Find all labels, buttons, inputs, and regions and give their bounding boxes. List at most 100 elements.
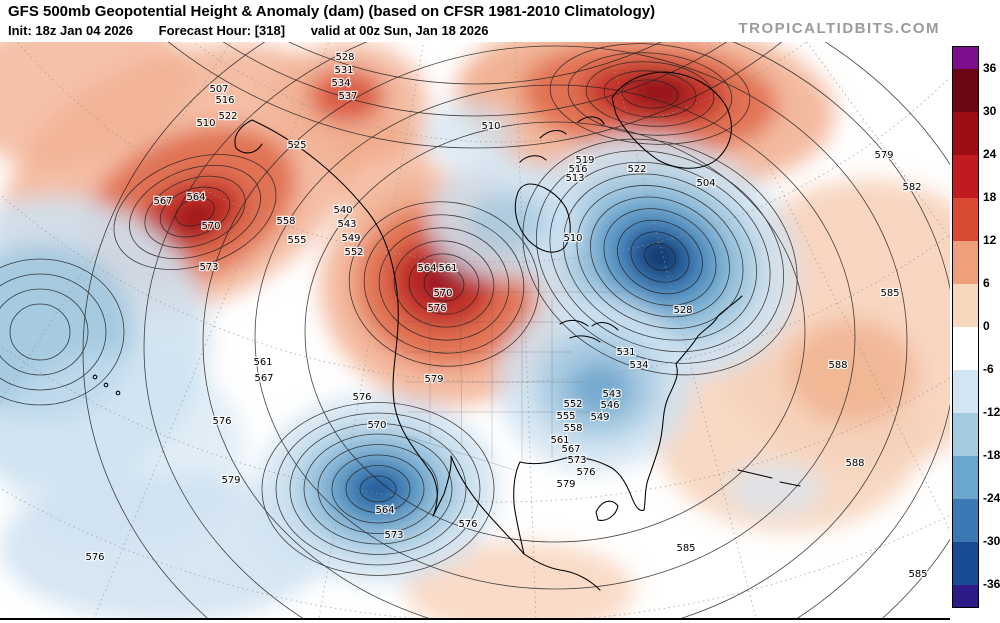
forecast-hour-label: Forecast Hour: [318] xyxy=(158,23,286,38)
contour-label: 573 xyxy=(567,455,586,466)
colorbar-segment xyxy=(953,585,978,607)
colorbar-segment xyxy=(953,499,978,542)
forecast-map: 507 516 522 510 525 528 531 534 537 567 564 570 573 5… xyxy=(0,42,950,620)
colorbar-tick: -24 xyxy=(983,491,1000,505)
contour-label: 561 xyxy=(438,263,457,274)
contour-label: 528 xyxy=(335,52,354,63)
contour-label: 570 xyxy=(433,288,452,299)
colorbar-tick: 12 xyxy=(983,233,997,247)
contour-label: 564 xyxy=(375,505,394,516)
colorbar-segment xyxy=(953,198,978,241)
contour-label: 531 xyxy=(616,347,635,358)
contour-label: 576 xyxy=(85,552,104,563)
colorbar-tick: 24 xyxy=(983,147,997,161)
colorbar-segment xyxy=(953,155,978,198)
tropicaltidbits-watermark: TROPICALTIDBITS.COM xyxy=(738,20,940,37)
contour-label: 573 xyxy=(199,262,218,273)
contour-label: 582 xyxy=(902,182,921,193)
colorbar-segment xyxy=(953,413,978,456)
contour-label: 561 xyxy=(550,435,569,446)
contour-label: 555 xyxy=(556,411,575,422)
colorbar-segment xyxy=(953,327,978,370)
run-info: Init: 18z Jan 04 2026 Forecast Hour: [31… xyxy=(8,23,510,38)
contour-label: 531 xyxy=(334,65,353,76)
contour-label: 537 xyxy=(338,91,357,102)
graticule xyxy=(0,42,950,618)
contour-label: 558 xyxy=(276,216,295,227)
contour-label: 588 xyxy=(845,458,864,469)
contour-label: 549 xyxy=(341,233,360,244)
contour-label: 561 xyxy=(253,357,272,368)
contour-label: 507 xyxy=(209,84,228,95)
contour-label: 540 xyxy=(333,205,352,216)
contour-label: 573 xyxy=(384,530,403,541)
contour-label: 543 xyxy=(337,219,356,230)
contour-label: 522 xyxy=(627,164,646,175)
coastlines xyxy=(92,71,801,591)
contour-label: 570 xyxy=(367,420,386,431)
contour-label: 516 xyxy=(215,95,234,106)
colorbar-segment xyxy=(953,47,978,69)
colorbar-tick: -36 xyxy=(983,577,1000,591)
contour-label: 552 xyxy=(344,247,363,258)
contour-label: 567 xyxy=(153,196,172,207)
colorbar-segment xyxy=(953,284,978,327)
colorbar-tick: 18 xyxy=(983,190,997,204)
contour-label: 519 xyxy=(575,155,594,166)
contour-label: 570 xyxy=(201,221,220,232)
contour-label: 504 xyxy=(696,178,715,189)
colorbar-segment xyxy=(953,456,978,499)
contour-label: 567 xyxy=(254,373,273,384)
state-borders xyxy=(398,291,620,471)
contour-label: 576 xyxy=(576,467,595,478)
colorbar-tick: 36 xyxy=(983,61,997,75)
contour-label: 564 xyxy=(186,192,205,203)
colorbar-tick: -18 xyxy=(983,448,1000,462)
contour-label: 534 xyxy=(331,78,350,89)
colorbar: 36 30 24 18 12 6 0 -6 -12 -18 -24 -30 -36 xyxy=(952,46,1000,612)
contour-label: 579 xyxy=(556,479,575,490)
valid-time-label: valid at 00z Sun, Jan 18 2026 xyxy=(310,23,489,38)
height-contours xyxy=(0,42,950,618)
contour-label: 513 xyxy=(565,173,584,184)
contour-label: 567 xyxy=(561,444,580,455)
contour-label: 522 xyxy=(218,111,237,122)
contour-label: 516 xyxy=(568,164,587,175)
colorbar-segment xyxy=(953,542,978,585)
colorbar-segment xyxy=(953,69,978,112)
colorbar-segment xyxy=(953,370,978,413)
contour-label: 585 xyxy=(676,543,695,554)
contour-label: 549 xyxy=(590,412,609,423)
contour-label: 510 xyxy=(196,118,215,129)
contour-label: 528 xyxy=(673,305,692,316)
colorbar-tick: -6 xyxy=(983,362,994,376)
contour-label: 555 xyxy=(287,235,306,246)
contour-label: 546 xyxy=(600,400,619,411)
contour-label: 588 xyxy=(828,360,847,371)
colorbar-tick: 30 xyxy=(983,104,997,118)
contour-label: 543 xyxy=(602,389,621,400)
contour-label: 510 xyxy=(563,233,582,244)
colorbar-segment xyxy=(953,241,978,284)
colorbar-tick: 0 xyxy=(983,319,990,333)
contour-label: 564 xyxy=(417,263,436,274)
contour-label: 579 xyxy=(424,374,443,385)
contour-label: 576 xyxy=(427,303,446,314)
contour-label: 525 xyxy=(287,140,306,151)
contour-label: 585 xyxy=(908,569,927,580)
contour-label: 534 xyxy=(629,360,648,371)
contour-label: 576 xyxy=(458,519,477,530)
page-title: GFS 500mb Geopotential Height & Anomaly … xyxy=(8,3,656,20)
contour-label: 576 xyxy=(352,392,371,403)
contour-label: 552 xyxy=(563,399,582,410)
colorbar-tick: -30 xyxy=(983,534,1000,548)
contour-label: 510 xyxy=(481,121,500,132)
contour-label: 579 xyxy=(874,150,893,161)
colorbar-tick: -12 xyxy=(983,405,1000,419)
init-time-label: Init: 18z Jan 04 2026 xyxy=(8,23,134,38)
colorbar-tick: 6 xyxy=(983,276,990,290)
contour-label: 585 xyxy=(880,288,899,299)
